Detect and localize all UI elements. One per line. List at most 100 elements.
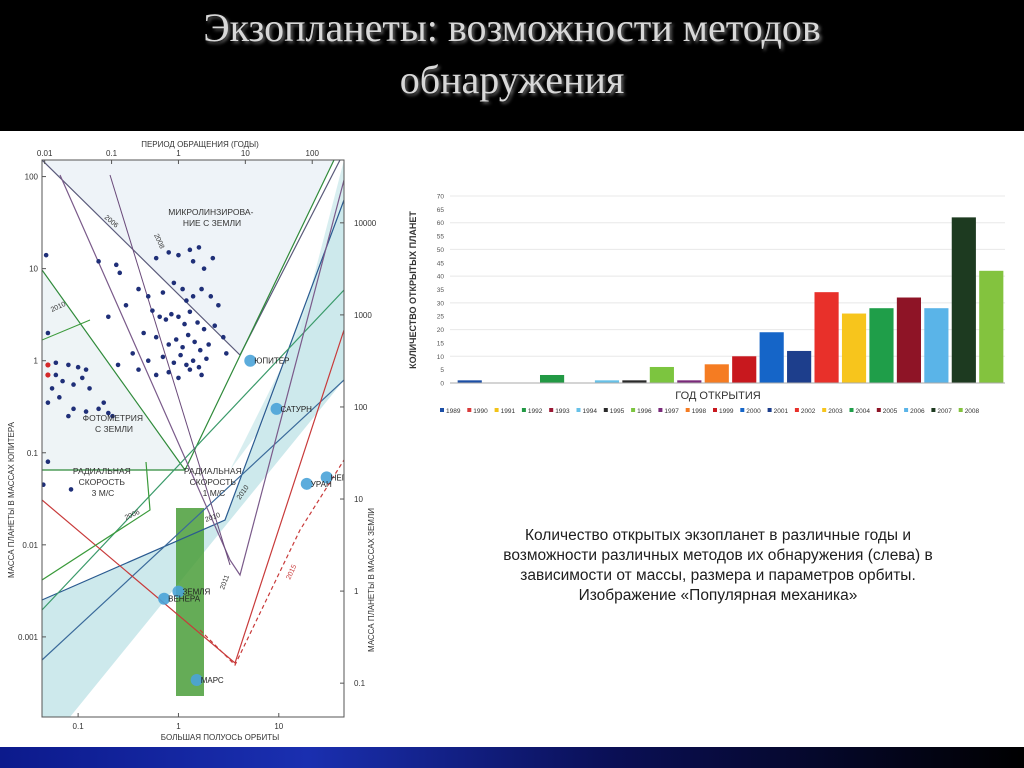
exoplanet-point: [173, 337, 179, 342]
y-right-tick-label: 0.1: [354, 679, 366, 688]
slide-title: Экзопланеты: возможности методов обнаруж…: [0, 2, 1024, 106]
solar-planet-marker: [244, 354, 257, 367]
exoplanet-point: [160, 354, 166, 360]
legend-swatch: [521, 408, 526, 412]
bar-y-tick-label: 5: [440, 367, 444, 374]
legend-swatch: [603, 408, 608, 412]
exoplanet-point: [117, 270, 123, 276]
exoplanet-point: [79, 375, 85, 381]
exoplanet-point: [176, 375, 181, 381]
legend-label: 1994: [583, 408, 598, 415]
exoplanet-point: [106, 314, 111, 320]
exoplanet-point: [204, 356, 209, 362]
x-tick-label: 1: [176, 722, 181, 731]
exoplanet-point: [96, 406, 101, 412]
exoplanet-point-red: [45, 372, 51, 378]
legend-label: 2003: [828, 408, 843, 415]
legend-label: 1998: [692, 408, 707, 415]
legend-label: 2004: [856, 408, 871, 415]
exoplanet-point: [180, 344, 185, 350]
exoplanet-point: [145, 294, 151, 299]
bar-2004: [869, 308, 894, 383]
exoplanet-point: [166, 369, 172, 375]
x-axis-title: БОЛЬШАЯ ПОЛУОСЬ ОРБИТЫ: [161, 733, 279, 742]
legend-swatch: [494, 408, 499, 412]
legend-swatch: [467, 408, 472, 412]
exoplanet-point: [60, 378, 65, 384]
caption-line: Количество открытых экзопланет в различн…: [525, 527, 911, 544]
exoplanet-point: [216, 302, 221, 308]
exoplanet-points-red: [45, 362, 51, 378]
x-tick-label: 0.1: [73, 722, 85, 731]
exoplanet-point: [185, 332, 191, 338]
exoplanet-point: [224, 351, 229, 356]
region-label-rv3: РАДИАЛЬНАЯ СКОРОСТЬ 3 М/С: [73, 466, 133, 498]
exoplanet-point: [57, 395, 62, 400]
solar-planet-label: САТУРН: [281, 405, 313, 414]
exoplanet-point: [66, 362, 71, 368]
bar-x-axis-title: ГОД ОТКРЫТИЯ: [675, 390, 761, 402]
legend-label: 2001: [774, 408, 789, 415]
exoplanet-point: [45, 400, 51, 405]
bar-y-tick-label: 25: [437, 314, 445, 321]
exoplanet-point: [53, 360, 59, 366]
legend-swatch: [904, 408, 909, 412]
solar-planet-label: НЕПТУН: [331, 473, 364, 482]
legend-label: 1991: [501, 408, 516, 415]
exoplanet-point: [106, 410, 111, 416]
bar-1998: [704, 364, 729, 383]
legend-swatch: [440, 408, 444, 412]
legend-swatch: [876, 408, 881, 412]
exoplanet-point: [150, 308, 155, 313]
discoveries-bar-chart: 0 5 10 15 20 25 30 35 40 45 50 55 60 65 70 ГОД ОТКРЫТИ…: [400, 178, 1020, 428]
year-label: 2011: [219, 574, 231, 591]
exoplanet-point: [163, 317, 169, 322]
exoplanet-point: [66, 413, 71, 419]
solar-planet-label: УРАН: [311, 480, 332, 489]
x-top-tick-label: 1: [176, 149, 181, 158]
legend-swatch: [740, 408, 745, 412]
legend-label: 1999: [719, 408, 734, 415]
slide-title-line1: Экзопланеты: возможности методов: [203, 5, 821, 50]
bar-legend: 1989 1990 1991 1992 1993 1994 1995 1996 1997 1998…: [440, 408, 980, 415]
exoplanet-point: [87, 386, 92, 391]
exoplanet-point: [182, 321, 187, 327]
exoplanet-point: [196, 245, 202, 250]
bar-y-tick-label: 50: [437, 247, 445, 254]
legend-swatch: [549, 408, 554, 412]
solar-planet-label: ЮПИТЕР: [254, 357, 289, 366]
slide-title-line2: обнаружения: [399, 57, 625, 102]
y-axis-title: МАССА ПЛАНЕТЫ В МАССАХ ЮПИТЕРА: [7, 421, 16, 578]
legend-swatch: [849, 408, 854, 412]
legend-swatch: [713, 408, 717, 412]
x-tick-label: 10: [274, 722, 283, 731]
exoplanet-point: [136, 286, 141, 292]
solar-planet-marker: [320, 471, 333, 484]
exoplanet-point: [166, 250, 172, 255]
y-right-tick-label: 10: [354, 495, 363, 504]
exoplanet-point: [210, 255, 216, 261]
exoplanet-point: [180, 286, 185, 292]
year-label: 2010: [204, 512, 221, 524]
exoplanet-point: [42, 482, 46, 487]
exoplanet-point: [145, 358, 151, 364]
exoplanet-point: [136, 367, 141, 372]
exoplanet-point: [49, 386, 55, 391]
region-label-rv1: РАДИАЛЬНАЯ СКОРОСТЬ 1 М/С: [184, 466, 244, 498]
caption-line: возможности различных методов их обнаруж…: [503, 547, 933, 564]
legend-swatch: [958, 408, 963, 412]
bar-2008: [979, 270, 1004, 383]
bar-y-tick-label: 65: [437, 207, 445, 214]
exoplanet-point: [71, 382, 76, 387]
caption-line: зависимости от массы, размера и параметр…: [520, 567, 916, 584]
detection-methods-chart: ЮПИТЕРСАТУРННЕПТУНУРАНЗЕМЛЯВЕНЕРАМАРС 10…: [0, 131, 400, 747]
bar-1989: [457, 380, 482, 383]
exoplanet-point: [206, 342, 211, 347]
legend-swatch: [685, 408, 690, 412]
legend-label: 1990: [473, 408, 488, 415]
x-top-tick-label: 10: [241, 149, 250, 158]
exoplanet-point: [141, 330, 146, 336]
plot-frame: [41, 159, 345, 718]
exoplanet-point: [190, 259, 196, 264]
exoplanet-point: [123, 302, 129, 308]
